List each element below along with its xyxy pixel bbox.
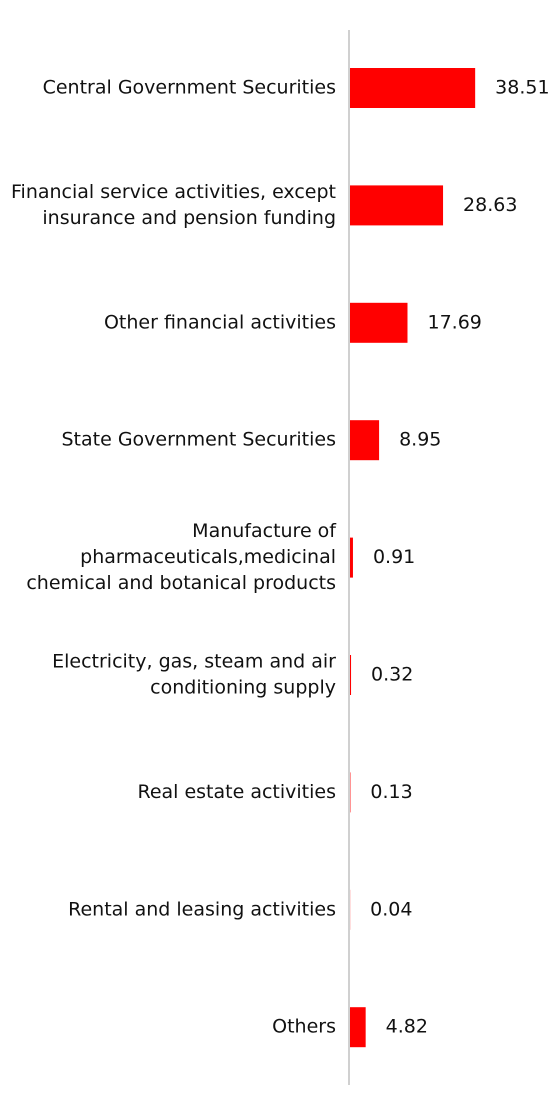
category-label: Rental and leasing activities xyxy=(68,898,336,920)
category-label: Real estate activities xyxy=(137,781,336,803)
category-label-line: Central Government Securities xyxy=(43,77,336,99)
bar-row: Other financial activities 17.69 xyxy=(104,302,482,343)
bar-row: Financial service activities, except insu… xyxy=(11,181,517,229)
bar xyxy=(350,537,353,578)
bar-row: Rental and leasing activities 0.04 xyxy=(68,889,412,930)
category-label: Central Government Securities xyxy=(43,77,336,99)
bar xyxy=(350,68,476,108)
bar-row: Real estate activities 0.13 xyxy=(137,772,413,813)
category-label-line: Others xyxy=(272,1016,336,1038)
category-label-line: Manufacture of xyxy=(192,520,337,542)
category-label: Electricity, gas, steam and air condition… xyxy=(52,651,336,699)
bar xyxy=(350,420,380,461)
value-label: 0.32 xyxy=(371,664,413,686)
category-label-line: pharmaceuticals,medicinal xyxy=(80,546,336,568)
category-label-line: Financial service activities, except xyxy=(11,181,336,203)
bar-row: Others 4.82 xyxy=(272,1007,428,1048)
category-label: State Government Securities xyxy=(61,429,336,451)
value-label: 38.51 xyxy=(495,77,549,99)
value-label: 4.82 xyxy=(386,1016,428,1038)
category-label-line: Real estate activities xyxy=(137,781,336,803)
value-label: 0.91 xyxy=(373,546,415,568)
category-label: Others xyxy=(272,1016,336,1038)
category-label: Financial service activities, except insu… xyxy=(11,181,336,229)
bar-row: Manufacture of pharmaceuticals,medicinal c… xyxy=(26,520,415,594)
category-label: Other financial activities xyxy=(104,311,336,333)
category-label-line: Rental and leasing activities xyxy=(68,898,336,920)
category-label-line: conditioning supply xyxy=(150,677,336,699)
bar xyxy=(350,1007,366,1048)
value-label: 28.63 xyxy=(463,194,517,216)
category-label-line: insurance and pension funding xyxy=(42,207,336,229)
bar xyxy=(350,302,408,343)
category-label-line: State Government Securities xyxy=(61,429,336,451)
category-label-line: chemical and botanical products xyxy=(26,572,336,594)
bar xyxy=(350,185,444,226)
bar-row: Central Government Securities 38.51 xyxy=(43,68,550,108)
value-label: 17.69 xyxy=(427,311,481,333)
bar xyxy=(350,655,352,695)
category-label-line: Other financial activities xyxy=(104,311,336,333)
category-label: Manufacture of pharmaceuticals,medicinal c… xyxy=(26,520,337,594)
value-label: 8.95 xyxy=(399,429,441,451)
bar-row: State Government Securities 8.95 xyxy=(61,420,441,461)
bar-row: Electricity, gas, steam and air condition… xyxy=(52,651,413,699)
value-label: 0.04 xyxy=(370,898,412,920)
category-label-line: Electricity, gas, steam and air xyxy=(52,651,336,673)
value-label: 0.13 xyxy=(370,781,412,803)
